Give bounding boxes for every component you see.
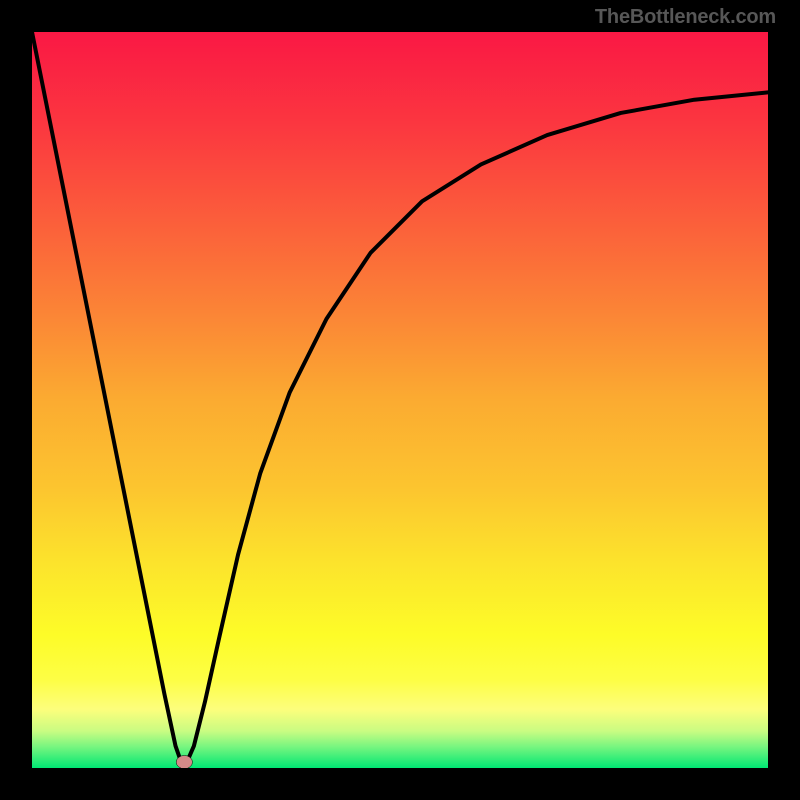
chart-background [32, 32, 768, 768]
chart-frame: TheBottleneck.com [0, 0, 800, 800]
optimal-point-marker [176, 755, 192, 768]
watermark-text: TheBottleneck.com [595, 6, 776, 29]
chart-svg [32, 32, 768, 768]
plot-area [32, 32, 768, 768]
